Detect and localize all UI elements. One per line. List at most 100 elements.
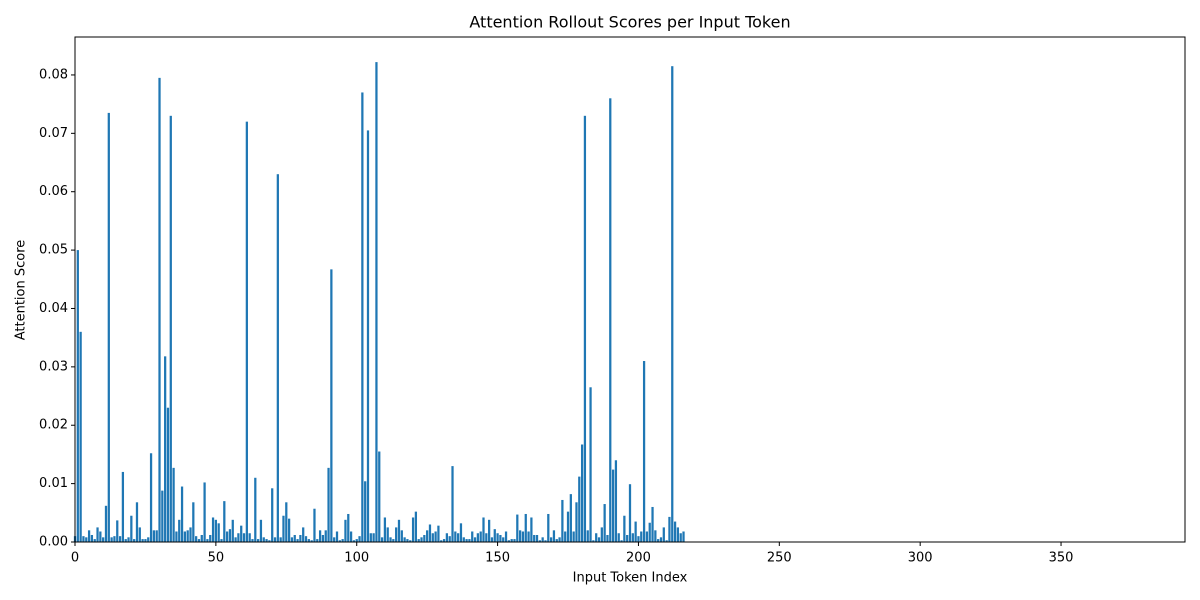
bar bbox=[499, 534, 502, 542]
bar bbox=[659, 537, 663, 542]
bar bbox=[431, 533, 434, 542]
bar bbox=[102, 537, 105, 542]
bar bbox=[611, 469, 615, 542]
bar bbox=[600, 527, 603, 542]
bar bbox=[217, 523, 220, 542]
bar bbox=[234, 537, 237, 542]
bar bbox=[273, 537, 277, 542]
bar bbox=[572, 531, 575, 542]
bar bbox=[676, 527, 680, 542]
bar bbox=[448, 536, 451, 542]
bar bbox=[110, 537, 113, 542]
x-tick-label: 300 bbox=[908, 551, 933, 566]
bar bbox=[552, 530, 556, 542]
bar bbox=[293, 534, 296, 542]
y-tick-label: 0.06 bbox=[39, 184, 68, 199]
bar bbox=[392, 539, 395, 542]
bar bbox=[121, 471, 125, 542]
bar bbox=[440, 540, 443, 542]
bar bbox=[378, 451, 381, 542]
bar bbox=[330, 269, 333, 542]
bar bbox=[454, 531, 457, 542]
bar bbox=[161, 490, 164, 542]
bar bbox=[333, 537, 336, 542]
plot-frame bbox=[74, 36, 1186, 543]
bar bbox=[426, 530, 429, 542]
bar bbox=[606, 534, 609, 542]
bar bbox=[488, 519, 491, 542]
bar bbox=[682, 531, 685, 542]
bar bbox=[155, 530, 158, 542]
bar bbox=[575, 502, 578, 542]
bar bbox=[628, 484, 632, 542]
bar bbox=[116, 520, 119, 542]
bar bbox=[473, 537, 477, 542]
bar bbox=[547, 513, 550, 542]
bar bbox=[79, 331, 82, 542]
bar bbox=[206, 539, 209, 542]
bar bbox=[118, 536, 122, 542]
bar bbox=[654, 530, 657, 542]
x-tick-label: 250 bbox=[767, 551, 792, 566]
bar bbox=[403, 537, 406, 542]
bar bbox=[411, 517, 415, 542]
bar bbox=[220, 539, 223, 542]
bar bbox=[228, 529, 232, 542]
bar bbox=[296, 539, 299, 542]
bar bbox=[231, 519, 234, 542]
bar bbox=[169, 115, 172, 542]
y-tick-label: 0.05 bbox=[39, 243, 68, 258]
bar bbox=[310, 540, 313, 542]
bar bbox=[355, 539, 358, 542]
bar bbox=[502, 537, 505, 542]
bar bbox=[468, 539, 471, 542]
bar bbox=[541, 537, 544, 542]
bar bbox=[369, 533, 372, 542]
bar bbox=[561, 499, 564, 542]
bar bbox=[566, 511, 570, 542]
bar bbox=[226, 531, 229, 542]
bar bbox=[465, 539, 468, 542]
bar bbox=[124, 539, 127, 542]
bar bbox=[335, 531, 339, 542]
bar bbox=[248, 533, 251, 542]
bar bbox=[313, 508, 316, 542]
bar bbox=[172, 467, 175, 542]
x-tick-label: 150 bbox=[485, 551, 510, 566]
bar bbox=[580, 444, 584, 542]
bar bbox=[420, 537, 423, 542]
bar bbox=[614, 460, 618, 542]
bar bbox=[609, 98, 612, 543]
bar bbox=[476, 533, 479, 542]
bar bbox=[285, 502, 288, 542]
bar bbox=[524, 513, 527, 542]
bar bbox=[189, 527, 192, 542]
bar bbox=[564, 531, 567, 542]
bar bbox=[133, 539, 136, 542]
bar bbox=[175, 531, 178, 542]
bar bbox=[344, 519, 347, 542]
y-tick-label: 0.04 bbox=[39, 301, 68, 316]
bar bbox=[99, 531, 102, 542]
bar bbox=[642, 361, 646, 542]
bar bbox=[203, 482, 206, 542]
bar bbox=[237, 533, 240, 542]
bar bbox=[316, 539, 319, 542]
bar bbox=[262, 537, 265, 542]
bar bbox=[634, 521, 637, 542]
x-tick-label: 0 bbox=[71, 551, 79, 566]
bar bbox=[645, 531, 649, 542]
bar bbox=[200, 534, 203, 542]
bar bbox=[242, 533, 246, 542]
bar bbox=[271, 488, 274, 542]
bar bbox=[637, 536, 640, 542]
bar bbox=[533, 534, 536, 542]
bar bbox=[279, 537, 282, 542]
bar bbox=[555, 539, 558, 542]
bar bbox=[138, 527, 141, 542]
x-tick-label: 50 bbox=[208, 551, 225, 566]
bar bbox=[586, 530, 589, 542]
bar bbox=[349, 531, 353, 542]
bar bbox=[158, 77, 161, 542]
bar bbox=[214, 519, 217, 542]
